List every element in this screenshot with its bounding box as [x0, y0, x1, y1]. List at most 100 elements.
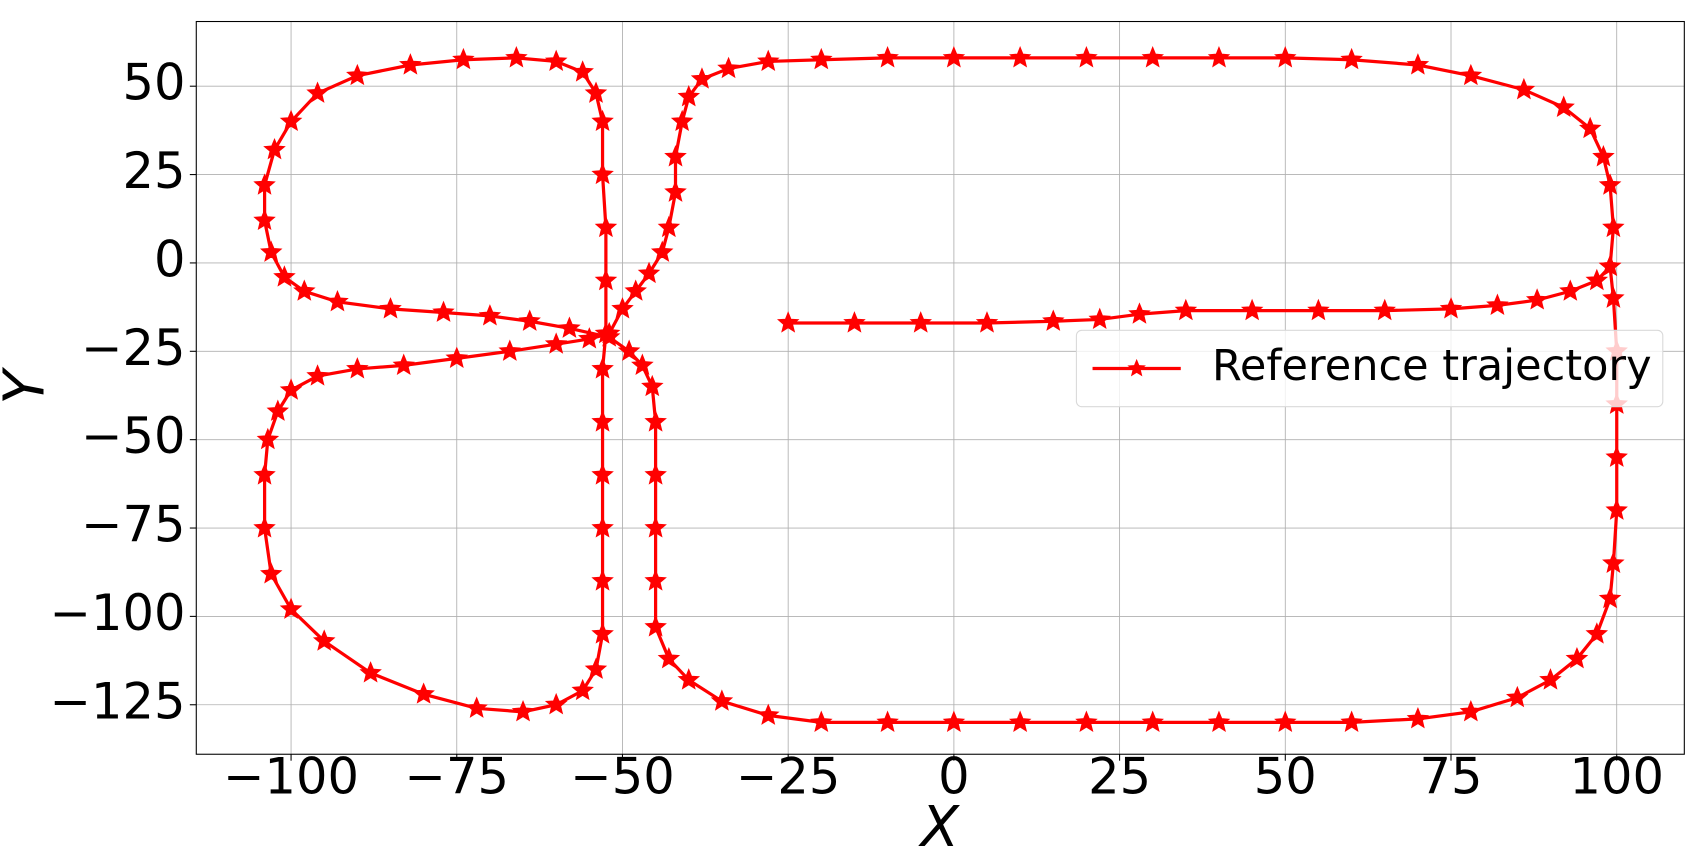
trajectory-marker — [478, 304, 502, 326]
trajectory-marker — [1340, 710, 1363, 732]
trajectory-marker — [1075, 710, 1098, 732]
trajectory-marker — [942, 46, 966, 68]
trajectory-marker — [617, 339, 641, 361]
trajectory-marker — [1439, 297, 1463, 319]
trajectory-marker — [256, 427, 280, 450]
trajectory-marker — [1075, 46, 1098, 68]
x-tick-label: 100 — [1569, 748, 1663, 806]
y-tick-label: 0 — [154, 230, 185, 288]
trajectory-marker — [644, 463, 667, 485]
trajectory-marker — [1592, 145, 1615, 167]
y-tick-label: −75 — [81, 496, 185, 554]
trajectory-marker — [597, 325, 621, 347]
x-tick-label: −75 — [405, 748, 509, 806]
trajectory-marker — [670, 109, 694, 132]
x-tick-label: −50 — [570, 748, 674, 806]
x-tick-label: −25 — [736, 748, 840, 806]
trajectory-marker — [392, 353, 416, 375]
trajectory-marker — [657, 646, 681, 669]
trajectory-marker — [1598, 254, 1622, 276]
trajectory-marker — [260, 240, 283, 262]
trajectory-marker — [1088, 307, 1111, 330]
trajectory-marker — [326, 289, 349, 312]
trajectory-marker — [591, 516, 614, 538]
trajectory-marker — [584, 657, 608, 679]
x-tick-label: 50 — [1254, 748, 1317, 806]
legend-marker — [1127, 358, 1146, 377]
trajectory-marker — [1406, 53, 1430, 75]
trajectory-marker — [1128, 302, 1151, 324]
trajectory-marker — [312, 629, 336, 651]
trajectory-marker — [591, 622, 614, 644]
trajectory-marker — [279, 597, 303, 619]
trajectory-marker — [452, 47, 475, 70]
trajectory-marker — [253, 463, 276, 485]
trajectory-marker — [644, 410, 667, 432]
plot-frame — [195, 20, 1685, 755]
trajectory-marker — [306, 81, 329, 103]
trajectory-marker — [1274, 710, 1297, 732]
trajectory-marker — [359, 661, 382, 683]
trajectory-marker — [518, 309, 541, 331]
trajectory-marker — [1174, 298, 1198, 321]
trajectory-marker — [273, 265, 296, 287]
y-tick-label: −125 — [50, 672, 186, 730]
trajectory-marker — [1307, 298, 1330, 321]
y-tick-label: 25 — [123, 142, 186, 200]
trajectory-marker — [664, 145, 687, 167]
legend-label: Reference trajectory — [1212, 341, 1652, 391]
trajectory-marker — [717, 56, 740, 79]
x-axis-label: X — [918, 795, 961, 850]
trajectory-marker — [1373, 298, 1396, 321]
trajectory-marker — [1525, 288, 1549, 310]
trajectory-marker — [594, 215, 618, 238]
trajectory-marker — [1598, 173, 1622, 195]
trajectory-marker — [432, 300, 455, 322]
x-tick-label: 75 — [1420, 748, 1483, 806]
trajectory-marker — [1141, 46, 1164, 68]
trajectory-marker — [293, 279, 316, 301]
trajectory-marker — [1602, 551, 1625, 573]
trajectory-marker — [279, 378, 303, 400]
trajectory-marker — [1602, 286, 1625, 308]
trajectory-marker — [591, 162, 614, 185]
trajectory-marker — [399, 53, 422, 75]
trajectory-marker — [611, 297, 634, 319]
trajectory-marker — [544, 692, 568, 715]
trajectory-marker — [637, 261, 661, 284]
x-tick-label: 25 — [1088, 748, 1151, 806]
trajectory-marker — [591, 410, 614, 432]
trajectory-marker — [544, 332, 568, 354]
trajectory-marker — [577, 327, 601, 349]
trajectory-marker — [810, 710, 833, 732]
trajectory-marker — [1605, 498, 1628, 520]
trajectory-marker — [677, 85, 701, 107]
trajectory-marker — [465, 696, 488, 718]
trajectory-marker — [1406, 707, 1430, 729]
trajectory-marker — [1459, 63, 1483, 86]
legend: Reference trajectory — [1075, 329, 1664, 408]
trajectory-marker — [571, 678, 594, 701]
trajectory-marker — [757, 49, 780, 72]
x-tick-label: 0 — [938, 748, 969, 806]
trajectory-marker — [1207, 46, 1231, 68]
trajectory-marker — [1605, 445, 1628, 467]
trajectory-marker — [1552, 95, 1575, 117]
trajectory-marker — [631, 353, 654, 375]
trajectory-marker — [412, 682, 435, 704]
trajectory-marker — [346, 357, 369, 379]
trajectory-marker — [1585, 268, 1609, 291]
trajectory-marker — [306, 364, 329, 386]
trajectory-marker — [1486, 293, 1509, 315]
trajectory-marker — [511, 700, 535, 722]
trajectory-marker — [346, 63, 369, 86]
trajectory-marker — [1207, 710, 1231, 732]
trajectory-marker — [1008, 710, 1032, 732]
trajectory-marker — [1579, 116, 1602, 139]
trajectory-marker — [266, 399, 289, 421]
trajectory-marker — [664, 180, 687, 202]
trajectory-marker — [544, 49, 568, 72]
trajectory-marker — [843, 311, 866, 333]
trajectory-marker — [1274, 46, 1297, 68]
